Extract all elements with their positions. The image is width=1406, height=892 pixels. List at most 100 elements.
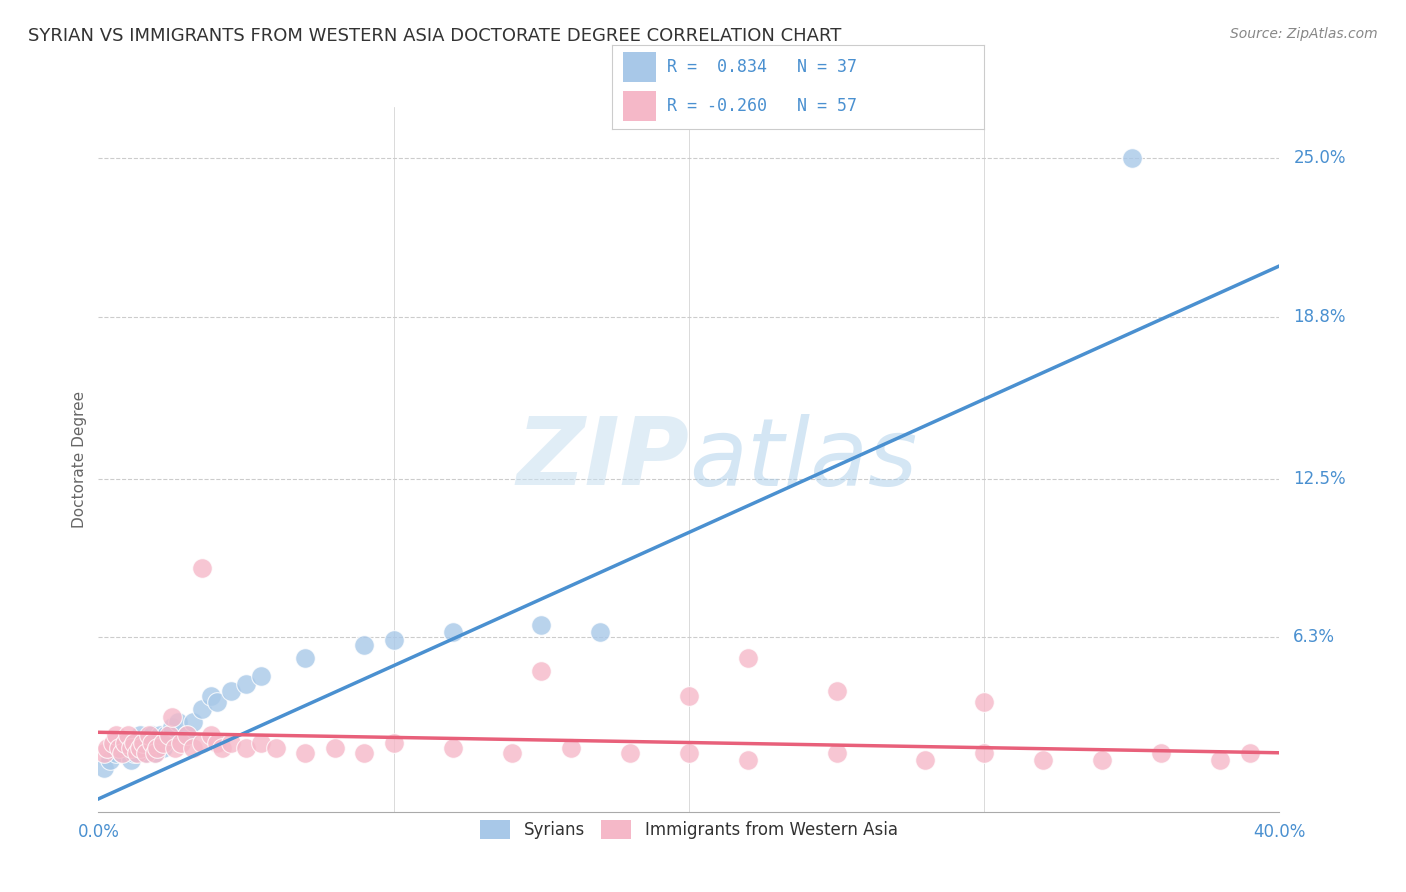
Point bbox=[441, 740, 464, 755]
Point bbox=[1150, 746, 1173, 760]
Point bbox=[205, 735, 228, 749]
Point bbox=[1239, 746, 1261, 760]
Point bbox=[211, 740, 233, 755]
Point bbox=[143, 746, 166, 760]
Point bbox=[191, 561, 214, 575]
Point bbox=[152, 740, 174, 755]
Point bbox=[382, 735, 405, 749]
Point bbox=[108, 740, 131, 755]
Point bbox=[250, 735, 273, 749]
Point bbox=[205, 694, 228, 708]
Point bbox=[1209, 754, 1232, 768]
Point bbox=[162, 710, 183, 724]
Point bbox=[135, 746, 157, 760]
FancyBboxPatch shape bbox=[623, 53, 657, 82]
Point bbox=[128, 740, 150, 755]
Point bbox=[128, 728, 150, 742]
Point bbox=[619, 746, 641, 760]
Point bbox=[155, 728, 177, 742]
Point bbox=[125, 735, 148, 749]
Text: 25.0%: 25.0% bbox=[1294, 149, 1346, 168]
Point bbox=[353, 746, 375, 760]
Text: Source: ZipAtlas.com: Source: ZipAtlas.com bbox=[1230, 27, 1378, 41]
Point bbox=[678, 690, 700, 704]
Point bbox=[141, 735, 163, 749]
Point bbox=[165, 740, 187, 755]
Point bbox=[96, 740, 118, 755]
Point bbox=[737, 754, 759, 768]
Point bbox=[132, 735, 155, 749]
Point bbox=[170, 735, 193, 749]
Point bbox=[294, 746, 316, 760]
Text: R =  0.834   N = 37: R = 0.834 N = 37 bbox=[668, 58, 858, 76]
Point bbox=[122, 735, 145, 749]
Point bbox=[176, 728, 198, 742]
Point bbox=[235, 740, 257, 755]
Text: R = -0.260   N = 57: R = -0.260 N = 57 bbox=[668, 97, 858, 115]
Legend: Syrians, Immigrants from Western Asia: Syrians, Immigrants from Western Asia bbox=[474, 814, 904, 846]
Point bbox=[191, 702, 214, 716]
Point bbox=[93, 761, 115, 775]
Point bbox=[678, 746, 700, 760]
Point bbox=[111, 746, 134, 760]
Point bbox=[149, 728, 172, 742]
Point bbox=[382, 633, 405, 648]
Point bbox=[221, 735, 243, 749]
Point bbox=[108, 740, 131, 755]
Point bbox=[530, 664, 553, 678]
Point bbox=[146, 740, 169, 755]
Point bbox=[235, 676, 257, 690]
Point bbox=[176, 728, 198, 742]
Point bbox=[114, 735, 136, 749]
Text: ZIP: ZIP bbox=[516, 413, 689, 506]
Point bbox=[560, 740, 582, 755]
Point bbox=[589, 625, 612, 640]
Point bbox=[973, 746, 995, 760]
Point bbox=[1121, 151, 1143, 165]
Point bbox=[294, 651, 316, 665]
Point bbox=[1032, 754, 1054, 768]
Point bbox=[143, 746, 166, 760]
Point bbox=[181, 740, 204, 755]
Point bbox=[221, 684, 243, 698]
Point bbox=[93, 746, 115, 760]
Point bbox=[353, 638, 375, 652]
Point bbox=[250, 669, 273, 683]
Point bbox=[162, 720, 183, 734]
Point bbox=[132, 740, 155, 755]
Point bbox=[441, 625, 464, 640]
FancyBboxPatch shape bbox=[623, 91, 657, 120]
Y-axis label: Doctorate Degree: Doctorate Degree bbox=[72, 391, 87, 528]
Point bbox=[191, 735, 214, 749]
Point bbox=[1091, 754, 1114, 768]
Point bbox=[141, 728, 163, 742]
Text: 12.5%: 12.5% bbox=[1294, 469, 1346, 488]
Point bbox=[737, 651, 759, 665]
Point bbox=[825, 746, 848, 760]
Point bbox=[501, 746, 523, 760]
Text: SYRIAN VS IMMIGRANTS FROM WESTERN ASIA DOCTORATE DEGREE CORRELATION CHART: SYRIAN VS IMMIGRANTS FROM WESTERN ASIA D… bbox=[28, 27, 842, 45]
Point bbox=[117, 740, 139, 755]
Point bbox=[200, 690, 222, 704]
Point bbox=[103, 735, 125, 749]
Text: 6.3%: 6.3% bbox=[1294, 629, 1336, 647]
Point bbox=[157, 728, 180, 742]
Point bbox=[105, 728, 128, 742]
Point bbox=[120, 740, 142, 755]
Point bbox=[264, 740, 287, 755]
Point bbox=[530, 617, 553, 632]
Point bbox=[914, 754, 936, 768]
Point bbox=[167, 714, 190, 729]
Point bbox=[138, 728, 160, 742]
Point bbox=[117, 728, 139, 742]
Text: 18.8%: 18.8% bbox=[1294, 308, 1346, 326]
Point bbox=[200, 728, 222, 742]
Point bbox=[181, 714, 204, 729]
Point bbox=[825, 684, 848, 698]
Text: atlas: atlas bbox=[689, 414, 917, 505]
Point bbox=[111, 746, 134, 760]
Point bbox=[323, 740, 346, 755]
Point bbox=[125, 746, 148, 760]
Point bbox=[135, 746, 157, 760]
Point bbox=[152, 735, 174, 749]
